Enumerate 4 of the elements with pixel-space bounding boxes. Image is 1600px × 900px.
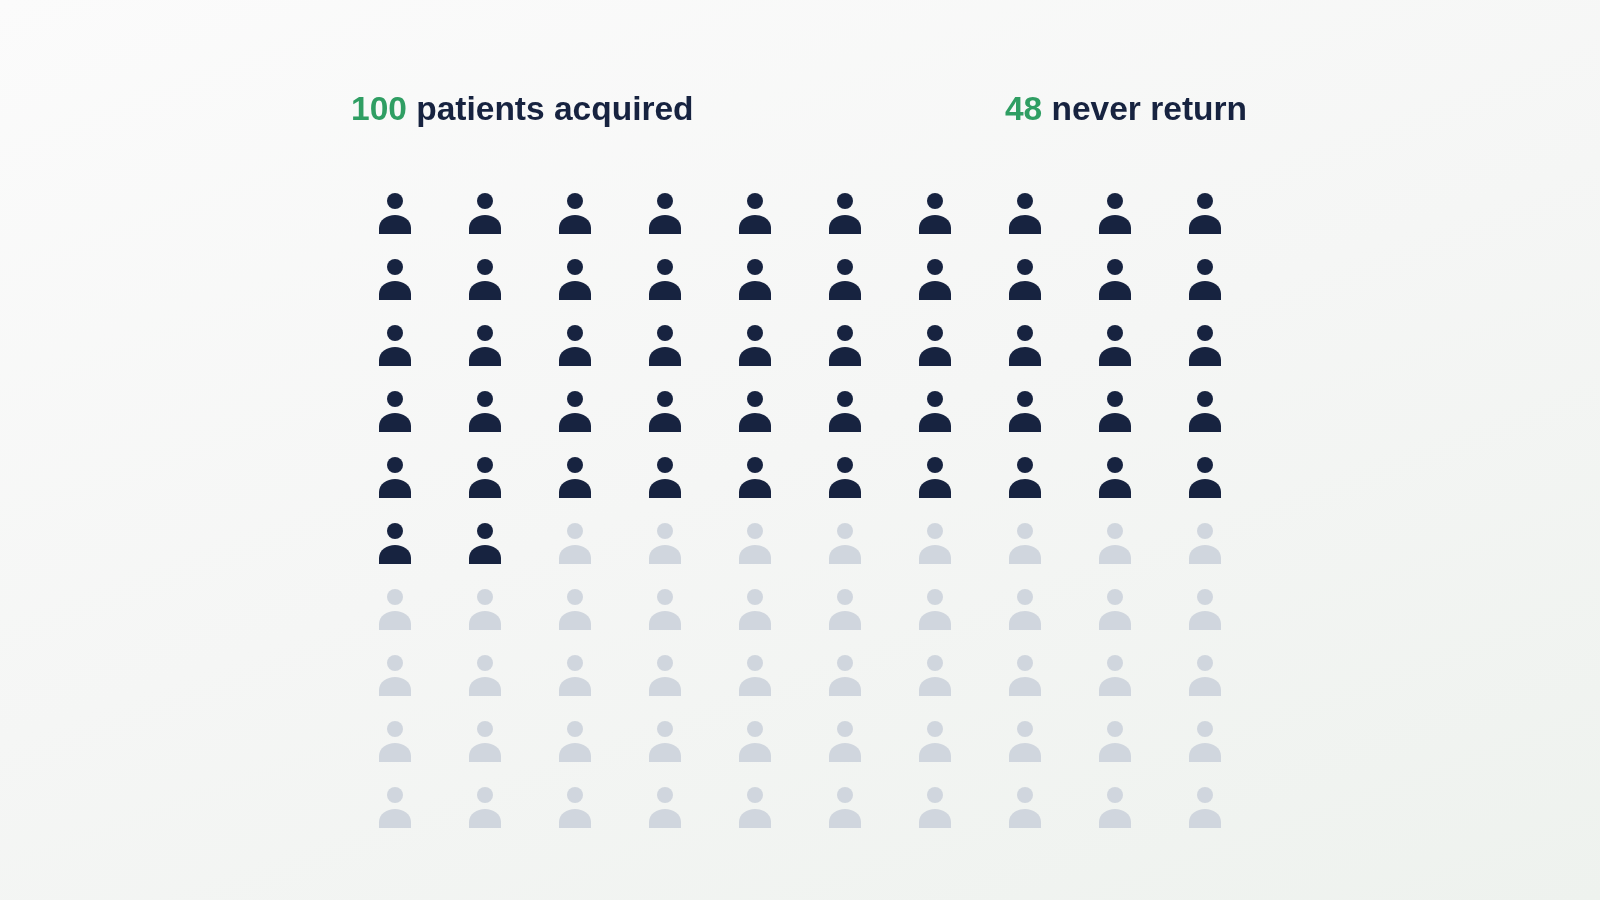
category-label: never return	[1042, 90, 1247, 127]
data-label: 48	[1004, 90, 1043, 127]
category-label: patients acquired	[406, 90, 694, 127]
data-label: 100	[351, 90, 407, 127]
